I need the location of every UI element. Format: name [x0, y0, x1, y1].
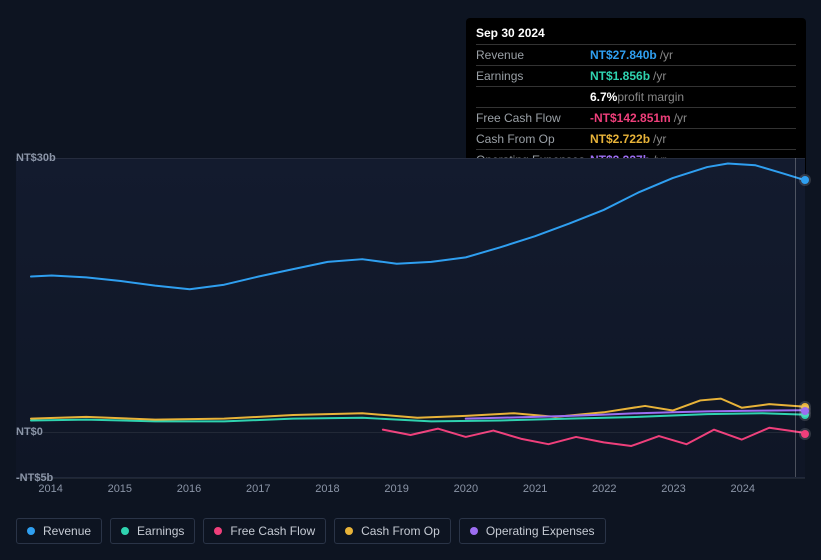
tooltip-row-label: Earnings: [476, 68, 590, 84]
chart-cursor-line: [795, 158, 796, 477]
legend-dot: [27, 527, 35, 535]
chart-x-axis: 2014 2015 2016 2017 2018 2019 2020 2021 2022 2023…: [16, 483, 805, 501]
chart-x-tick-label: 2018: [315, 483, 339, 495]
chart-x-tick-label: 2019: [384, 483, 408, 495]
legend-label: Free Cash Flow: [230, 524, 315, 538]
tooltip-date: Sep 30 2024: [476, 26, 796, 40]
tooltip-row-unit: /yr: [660, 47, 673, 63]
legend-item[interactable]: Free Cash Flow: [203, 518, 326, 544]
legend-item[interactable]: Earnings: [110, 518, 195, 544]
legend-dot: [214, 527, 222, 535]
legend-dot: [121, 527, 129, 535]
chart-svg: [16, 158, 805, 477]
tooltip-row: RevenueNT$27.840b/yr: [476, 44, 796, 65]
tooltip-row-label: Free Cash Flow: [476, 110, 590, 126]
tooltip-row-value: NT$2.722b: [590, 131, 650, 147]
tooltip-row-unit: /yr: [653, 131, 666, 147]
chart-x-tick-label: 2024: [730, 483, 754, 495]
chart-plot-area[interactable]: [16, 158, 805, 478]
tooltip-row: EarningsNT$1.856b/yr: [476, 65, 796, 86]
legend-label: Cash From Op: [361, 524, 440, 538]
legend-item[interactable]: Operating Expenses: [459, 518, 606, 544]
chart-x-tick-label: 2014: [38, 483, 62, 495]
chart-x-tick-label: 2017: [246, 483, 270, 495]
chart-x-tick-label: 2021: [523, 483, 547, 495]
chart-x-tick-label: 2022: [592, 483, 616, 495]
chart-y-tick-label: NT$0: [16, 426, 18, 438]
tooltip-row-unit: /yr: [653, 68, 666, 84]
legend-dot: [345, 527, 353, 535]
tooltip-row: Free Cash Flow-NT$142.851m/yr: [476, 107, 796, 128]
chart-gridline: [16, 478, 805, 479]
chart-x-tick-label: 2023: [661, 483, 685, 495]
legend-item[interactable]: Revenue: [16, 518, 102, 544]
series-line: [383, 428, 804, 446]
chart-x-tick-label: 2020: [454, 483, 478, 495]
financials-chart[interactable]: NT$30bNT$0-NT$5b: [16, 158, 805, 478]
chart-gridline: [16, 158, 805, 159]
series-line: [31, 399, 804, 420]
tooltip-row: 6.7% profit margin: [476, 86, 796, 107]
chart-gridline: [16, 432, 805, 433]
tooltip-row-value: NT$1.856b: [590, 68, 650, 84]
tooltip-row-label: Revenue: [476, 47, 590, 63]
tooltip-row-unit: /yr: [674, 110, 687, 126]
tooltip-row-value: 6.7%: [590, 89, 617, 105]
tooltip-row-value: NT$27.840b: [590, 47, 657, 63]
legend-dot: [470, 527, 478, 535]
tooltip-row-label: [476, 89, 590, 105]
legend-item[interactable]: Cash From Op: [334, 518, 451, 544]
series-line: [31, 163, 804, 289]
series-end-dot: [801, 407, 809, 415]
legend-label: Earnings: [137, 524, 184, 538]
legend-label: Revenue: [43, 524, 91, 538]
tooltip-row-subtext: profit margin: [617, 89, 684, 105]
tooltip-row-value: -NT$142.851m: [590, 110, 671, 126]
tooltip-row: Cash From OpNT$2.722b/yr: [476, 128, 796, 149]
chart-x-tick-label: 2015: [108, 483, 132, 495]
chart-tooltip: Sep 30 2024 RevenueNT$27.840b/yrEarnings…: [466, 18, 806, 176]
legend-label: Operating Expenses: [486, 524, 595, 538]
chart-y-tick-label: NT$30b: [16, 152, 18, 164]
chart-x-tick-label: 2016: [177, 483, 201, 495]
chart-legend: Revenue Earnings Free Cash Flow Cash From O…: [16, 518, 606, 544]
series-end-dot: [801, 176, 809, 184]
tooltip-row-label: Cash From Op: [476, 131, 590, 147]
series-end-dot: [801, 430, 809, 438]
